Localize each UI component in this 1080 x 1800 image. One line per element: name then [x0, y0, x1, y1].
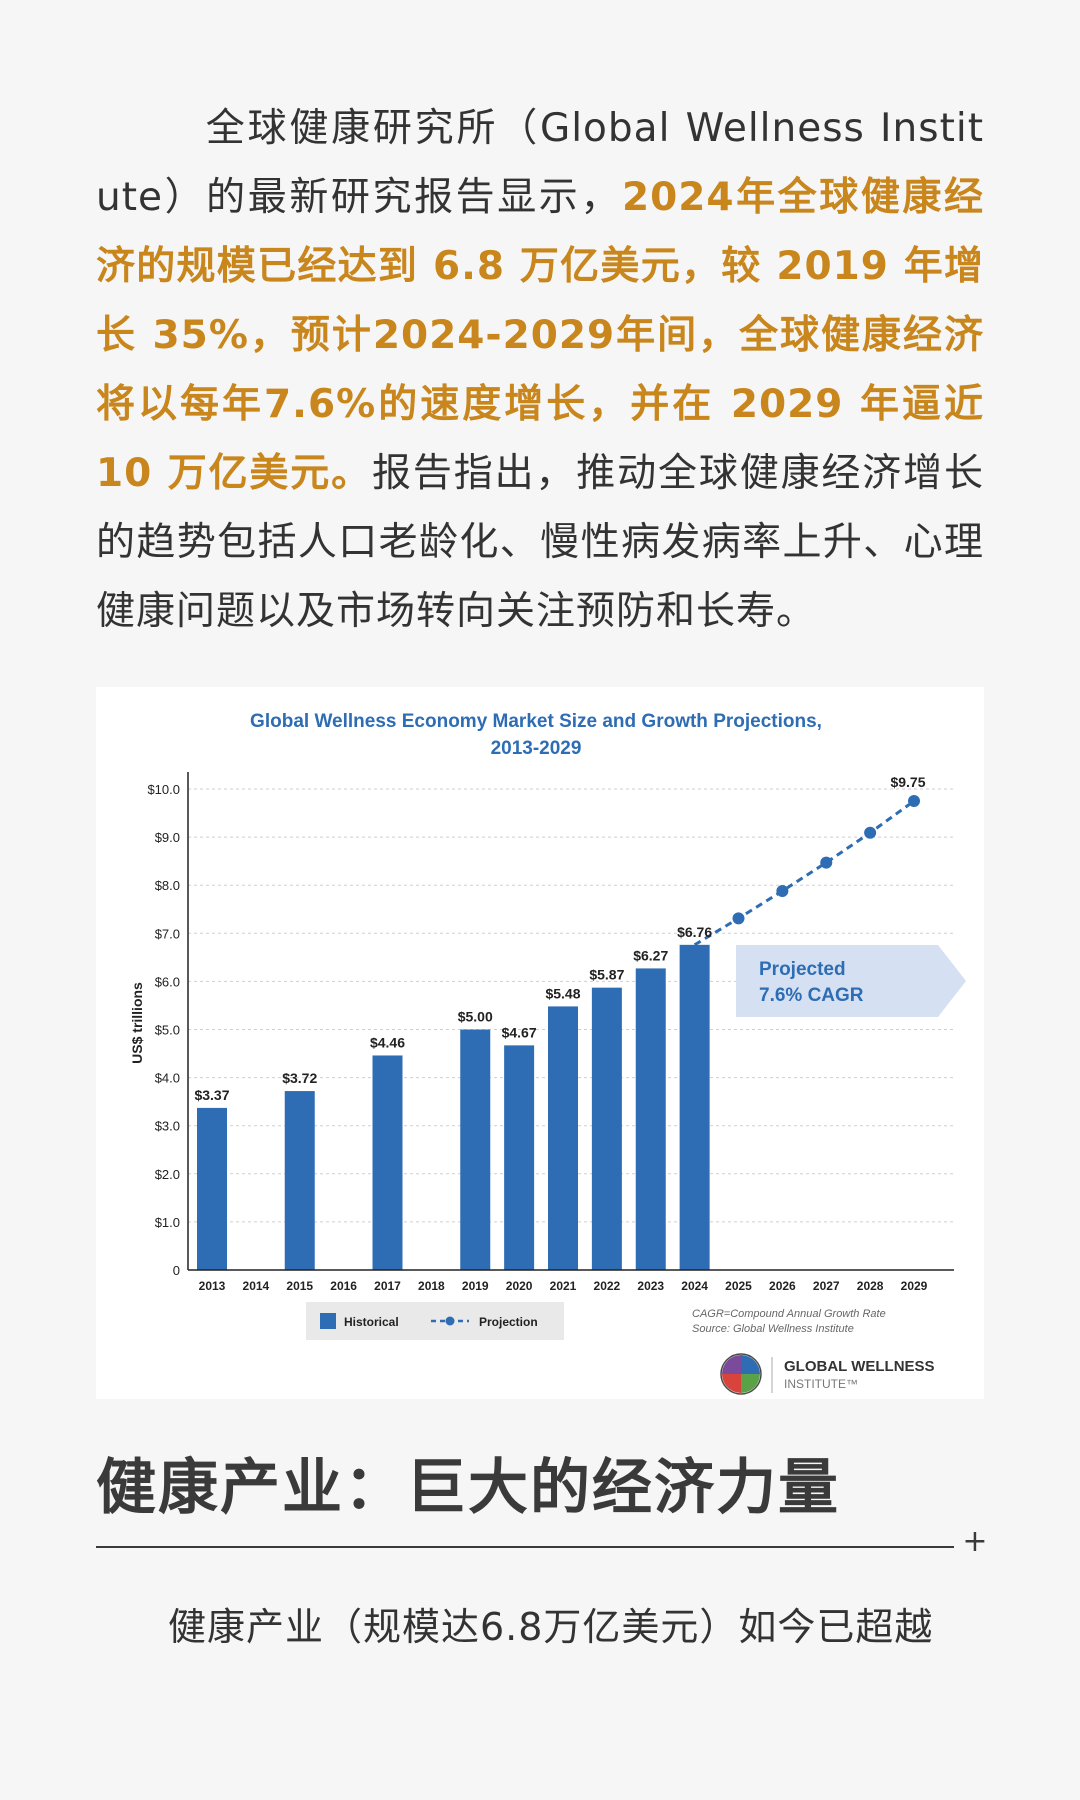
legend-label-projection: Projection: [479, 1315, 538, 1329]
projection-point: [820, 856, 833, 869]
chart-title: Global Wellness Economy Market Size and …: [250, 711, 822, 732]
bar-data-label: $4.67: [502, 1024, 537, 1040]
x-tick-label: 2029: [901, 1279, 928, 1293]
bar: [372, 1055, 403, 1270]
projection-point: [776, 884, 789, 897]
logo-line2: INSTITUTE™: [784, 1377, 858, 1391]
y-tick-label: $2.0: [155, 1167, 180, 1182]
bar: [197, 1107, 227, 1270]
x-tick-label: 2023: [637, 1279, 664, 1293]
legend-swatch-historical: [320, 1313, 336, 1329]
bar: [504, 1045, 535, 1270]
x-tick-label: 2018: [418, 1279, 445, 1293]
y-tick-label: 0: [173, 1263, 180, 1278]
y-tick-labels: 0 $1.0 $2.0 $3.0 $4.0 $5.0 $6.0 $7.0 $8.0 $9.0 $10…: [147, 782, 180, 1278]
logo-mark-quadrant-purple: [722, 1355, 741, 1374]
projection-line: [693, 795, 920, 947]
y-tick-label: $9.0: [155, 830, 180, 845]
section-heading: 健康产业：巨大的经济力量: [96, 1453, 840, 1523]
x-tick-label: 2024: [681, 1279, 708, 1293]
x-tick-label: 2027: [813, 1279, 840, 1293]
x-tick-label: 2013: [199, 1279, 226, 1293]
bar-data-label: $6.76: [677, 924, 712, 940]
bar-data-label: $6.27: [633, 947, 668, 963]
y-tick-label: $6.0: [155, 974, 180, 989]
intro-paragraph: 全球健康研究所（Global Wellness Institute）的最新研究报…: [96, 94, 984, 646]
x-tick-label: 2026: [769, 1279, 796, 1293]
legend-swatch-projection-dot: [445, 1316, 455, 1326]
section-text: 健康产业（规模达6.8万亿美元）如今已超越: [168, 1605, 934, 1649]
y-tick-label: $5.0: [155, 1023, 180, 1038]
projection-point: [908, 795, 920, 808]
projection-point: [732, 912, 745, 925]
intro-text-end: 报告指出，推动全球健康经济增长的趋势包括人口老龄化、慢性病发病率上升、心理健康问…: [96, 451, 984, 634]
chart-footnote-source: Source: Global Wellness Institute: [692, 1323, 854, 1335]
plus-icon[interactable]: +: [962, 1524, 988, 1559]
chart-figure: Global Wellness Economy Market Size and …: [96, 687, 984, 1399]
y-tick-label: $8.0: [155, 878, 180, 893]
wellness-chart: Global Wellness Economy Market Size and …: [129, 711, 966, 1395]
section-divider: [96, 1546, 954, 1548]
x-tick-label: 2025: [725, 1279, 752, 1293]
x-tick-labels: 2013 2014 2015 2016 2017 2018 2019 2020 2021 2022…: [199, 1279, 928, 1293]
logo-mark-quadrant-red: [722, 1374, 741, 1393]
chart-footnote-cagr: CAGR=Compound Annual Growth Rate: [692, 1308, 886, 1320]
projection-annotation: Projected 7.6% CAGR: [736, 945, 966, 1017]
annotation-line2: 7.6% CAGR: [759, 985, 864, 1006]
gwi-logo: GLOBAL WELLNESS INSTITUTE™: [720, 1353, 935, 1395]
grid-lines: [188, 788, 954, 1223]
x-tick-label: 2028: [857, 1279, 884, 1293]
bars: [197, 944, 710, 1270]
x-tick-label: 2016: [330, 1279, 357, 1293]
y-tick-label: $10.0: [147, 782, 180, 797]
y-tick-label: $4.0: [155, 1071, 180, 1086]
data-labels: $3.37 $3.72 $4.46 $5.00 $4.67 $5.48 $5.87 $6.27…: [194, 774, 925, 1103]
intro-text-start: 全球健康研究所（Global Wellness Institute）的最新研究报…: [96, 106, 984, 220]
bar: [591, 987, 622, 1270]
legend: Historical Projection: [306, 1302, 564, 1340]
bar: [679, 944, 710, 1270]
y-tick-label: $7.0: [155, 926, 180, 941]
annotation-arrow-shape: [736, 945, 966, 1017]
bar-data-label: $5.87: [589, 967, 624, 983]
y-tick-label: $1.0: [155, 1215, 180, 1230]
annotation-line1: Projected: [759, 959, 846, 980]
logo-line1: GLOBAL WELLNESS: [784, 1358, 935, 1375]
intro-highlight: 2024年全球健康经济的规模已经达到 6.8 万亿美元，较 2019 年增长 3…: [96, 175, 984, 496]
y-tick-label: $3.0: [155, 1119, 180, 1134]
bar: [635, 968, 666, 1270]
x-tick-label: 2019: [462, 1279, 489, 1293]
bar: [284, 1091, 315, 1270]
projection-series-line: [693, 799, 915, 947]
bar-data-label: $4.46: [370, 1034, 405, 1050]
logo-mark-quadrant-green: [741, 1374, 760, 1393]
bar-data-label: $5.00: [458, 1009, 493, 1025]
chart-subtitle: 2013-2029: [491, 738, 582, 759]
x-tick-label: 2022: [594, 1279, 621, 1293]
x-tick-label: 2015: [286, 1279, 313, 1293]
bar-data-label: $3.37: [194, 1087, 229, 1103]
logo-mark-quadrant-blue: [741, 1355, 760, 1374]
bar-data-label: $5.48: [545, 985, 580, 1001]
y-axis-label: US$ trillions: [129, 982, 145, 1064]
bar: [460, 1029, 491, 1270]
bar-data-label: $3.72: [282, 1070, 317, 1086]
legend-label-historical: Historical: [344, 1315, 399, 1329]
x-tick-label: 2014: [243, 1279, 270, 1293]
section-paragraph: 健康产业（规模达6.8万亿美元）如今已超越: [96, 1597, 984, 1657]
bar: [548, 1006, 578, 1270]
x-tick-label: 2021: [550, 1279, 577, 1293]
x-tick-label: 2017: [374, 1279, 401, 1293]
projection-point: [864, 826, 877, 839]
x-tick-label: 2020: [506, 1279, 533, 1293]
projection-data-label: $9.75: [890, 774, 925, 790]
